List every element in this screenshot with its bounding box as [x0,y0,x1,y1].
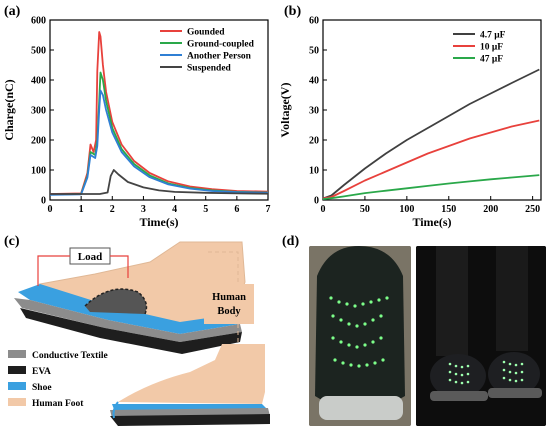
y-tick-label: 50 [309,46,319,57]
human-body-box [204,284,254,324]
panel-label-a: (a) [4,4,21,19]
y-tick-label: 500 [31,46,46,57]
series-line [322,174,540,200]
legend-label: Another Person [187,52,252,62]
y-tick-label: 300 [31,106,46,117]
voltage-chart: 0 50 100 150 200 250 0 10 20 30 40 50 60 Time(s) Volta… [278,16,542,229]
y-tick-label: 30 [309,106,319,117]
panel-label-d: (d) [282,234,300,249]
y-tick-label: 400 [31,76,46,87]
legend-label: Suspended [187,64,232,74]
legend-human-foot: Human Foot [32,399,84,409]
legend-eva: EVA [32,367,51,377]
x-tick-label: 7 [266,204,271,215]
x-tick-label: 4 [172,204,177,215]
legend-label: Gounded [187,28,225,38]
x-axis-title: Time(s) [412,215,451,229]
plot-frame [322,19,542,201]
y-tick-label: 0 [314,196,319,207]
series-line [49,31,269,195]
x-tick-label: 2 [110,204,115,215]
x-tick-label: 0 [48,204,53,215]
series-line [322,119,540,200]
panel-label-b: (b) [284,4,302,19]
x-axis-title: Time(s) [139,215,178,229]
legend-label: 4.7 μF [480,31,506,41]
svg-text:Body: Body [217,306,241,317]
y-axis-title: Charge(nC) [2,79,16,140]
x-tick-label: 0 [321,204,326,215]
y-tick-label: 200 [31,136,46,147]
y-tick-label: 10 [309,166,319,177]
y-tick-label: 40 [309,76,319,87]
legend-label: 47 μF [480,55,503,65]
legend-label: Ground-coupled [187,40,255,50]
series-line [49,89,269,196]
y-tick-label: 100 [31,166,46,177]
x-tick-label: 5 [203,204,208,215]
load-label: Load [78,251,102,263]
lifted-shoe [14,241,246,354]
charge-chart: 0 1 2 3 4 5 6 7 0 100 200 300 400 500 600 Time(s) Charge… [2,16,271,230]
x-tick-label: 150 [441,204,456,215]
y-tick-label: 20 [309,136,319,147]
human-body-label: Human [212,292,246,303]
legend-shoe: Shoe [32,383,52,393]
y-tick-label: 60 [309,16,319,27]
legend-label: 10 μF [480,43,503,53]
y-axis-title: Voltage(V) [278,83,292,138]
photo-shoe-closeup [309,246,411,426]
x-tick-label: 3 [141,204,146,215]
x-tick-label: 250 [525,204,540,215]
x-tick-label: 1 [79,204,84,215]
x-tick-label: 6 [234,204,239,215]
shoe-diagram: Load Human Body Conductive Textile EVA S… [8,241,270,426]
x-tick-label: 200 [483,204,498,215]
y-tick-label: 600 [31,16,46,27]
y-tick-label: 0 [41,196,46,207]
series-line [50,169,269,195]
lit-shoe-illustration [309,246,411,426]
legend-conductive-textile: Conductive Textile [32,351,108,361]
series-line [322,68,540,200]
panel-label-c: (c) [4,234,20,249]
diagram-legend: Conductive Textile EVA Shoe Human Foot [8,350,108,409]
ground-shoe [110,344,270,426]
dark-feet-illustration [416,246,546,426]
x-tick-label: 50 [360,204,370,215]
photo-feet-dark [416,246,546,426]
x-tick-label: 100 [399,204,414,215]
